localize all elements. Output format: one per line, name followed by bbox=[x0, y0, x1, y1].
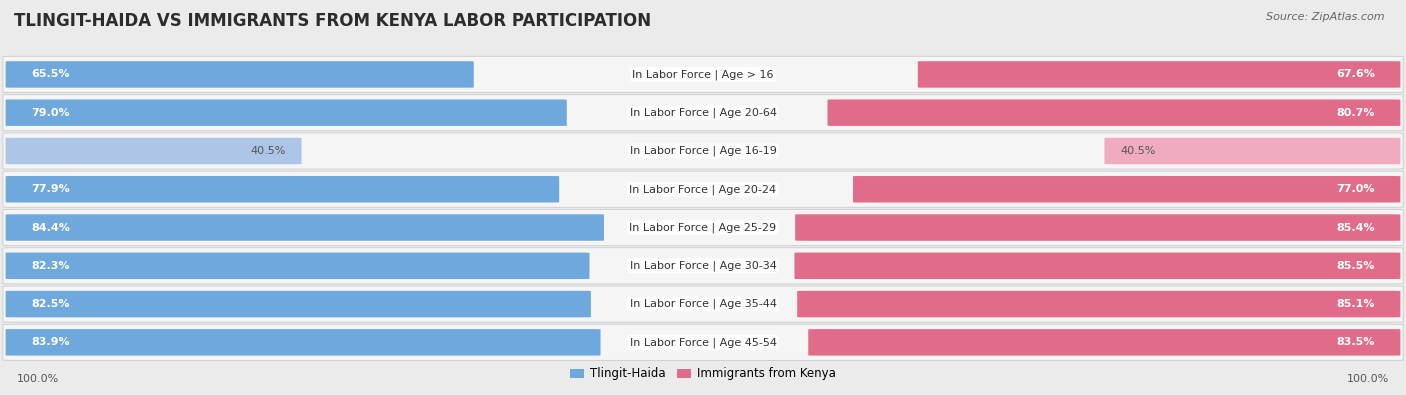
Text: 84.4%: 84.4% bbox=[31, 222, 70, 233]
FancyBboxPatch shape bbox=[808, 329, 1400, 356]
Text: 40.5%: 40.5% bbox=[1121, 146, 1156, 156]
Legend: Tlingit-Haida, Immigrants from Kenya: Tlingit-Haida, Immigrants from Kenya bbox=[565, 363, 841, 385]
FancyBboxPatch shape bbox=[3, 133, 1403, 169]
FancyBboxPatch shape bbox=[794, 252, 1400, 279]
FancyBboxPatch shape bbox=[3, 171, 1403, 207]
FancyBboxPatch shape bbox=[6, 291, 591, 317]
Text: 77.0%: 77.0% bbox=[1337, 184, 1375, 194]
Text: In Labor Force | Age 30-34: In Labor Force | Age 30-34 bbox=[630, 261, 776, 271]
FancyBboxPatch shape bbox=[3, 286, 1403, 322]
FancyBboxPatch shape bbox=[6, 214, 605, 241]
FancyBboxPatch shape bbox=[797, 291, 1400, 317]
Text: 67.6%: 67.6% bbox=[1336, 70, 1375, 79]
Text: 79.0%: 79.0% bbox=[31, 108, 69, 118]
Text: 85.4%: 85.4% bbox=[1337, 222, 1375, 233]
Text: In Labor Force | Age 25-29: In Labor Force | Age 25-29 bbox=[630, 222, 776, 233]
FancyBboxPatch shape bbox=[6, 176, 560, 203]
Text: In Labor Force | Age 16-19: In Labor Force | Age 16-19 bbox=[630, 146, 776, 156]
Text: In Labor Force | Age 35-44: In Labor Force | Age 35-44 bbox=[630, 299, 776, 309]
Text: In Labor Force | Age 45-54: In Labor Force | Age 45-54 bbox=[630, 337, 776, 348]
FancyBboxPatch shape bbox=[6, 252, 589, 279]
FancyBboxPatch shape bbox=[3, 248, 1403, 284]
Text: 80.7%: 80.7% bbox=[1337, 108, 1375, 118]
FancyBboxPatch shape bbox=[6, 329, 600, 356]
Text: Source: ZipAtlas.com: Source: ZipAtlas.com bbox=[1267, 12, 1385, 22]
Text: 82.5%: 82.5% bbox=[31, 299, 69, 309]
FancyBboxPatch shape bbox=[1105, 138, 1400, 164]
Text: 40.5%: 40.5% bbox=[250, 146, 285, 156]
FancyBboxPatch shape bbox=[853, 176, 1400, 203]
Text: 77.9%: 77.9% bbox=[31, 184, 70, 194]
Text: 85.1%: 85.1% bbox=[1337, 299, 1375, 309]
Text: 82.3%: 82.3% bbox=[31, 261, 69, 271]
Text: 100.0%: 100.0% bbox=[17, 374, 59, 384]
FancyBboxPatch shape bbox=[6, 100, 567, 126]
Text: 83.5%: 83.5% bbox=[1337, 337, 1375, 347]
Text: In Labor Force | Age > 16: In Labor Force | Age > 16 bbox=[633, 69, 773, 80]
FancyBboxPatch shape bbox=[918, 61, 1400, 88]
FancyBboxPatch shape bbox=[3, 56, 1403, 92]
FancyBboxPatch shape bbox=[6, 138, 301, 164]
Text: 83.9%: 83.9% bbox=[31, 337, 69, 347]
Text: 100.0%: 100.0% bbox=[1347, 374, 1389, 384]
FancyBboxPatch shape bbox=[3, 324, 1403, 361]
Text: 65.5%: 65.5% bbox=[31, 70, 69, 79]
Text: TLINGIT-HAIDA VS IMMIGRANTS FROM KENYA LABOR PARTICIPATION: TLINGIT-HAIDA VS IMMIGRANTS FROM KENYA L… bbox=[14, 12, 651, 30]
FancyBboxPatch shape bbox=[3, 95, 1403, 131]
FancyBboxPatch shape bbox=[796, 214, 1400, 241]
Text: In Labor Force | Age 20-24: In Labor Force | Age 20-24 bbox=[630, 184, 776, 194]
FancyBboxPatch shape bbox=[828, 100, 1400, 126]
Text: 85.5%: 85.5% bbox=[1337, 261, 1375, 271]
Text: In Labor Force | Age 20-64: In Labor Force | Age 20-64 bbox=[630, 107, 776, 118]
FancyBboxPatch shape bbox=[6, 61, 474, 88]
FancyBboxPatch shape bbox=[3, 209, 1403, 246]
